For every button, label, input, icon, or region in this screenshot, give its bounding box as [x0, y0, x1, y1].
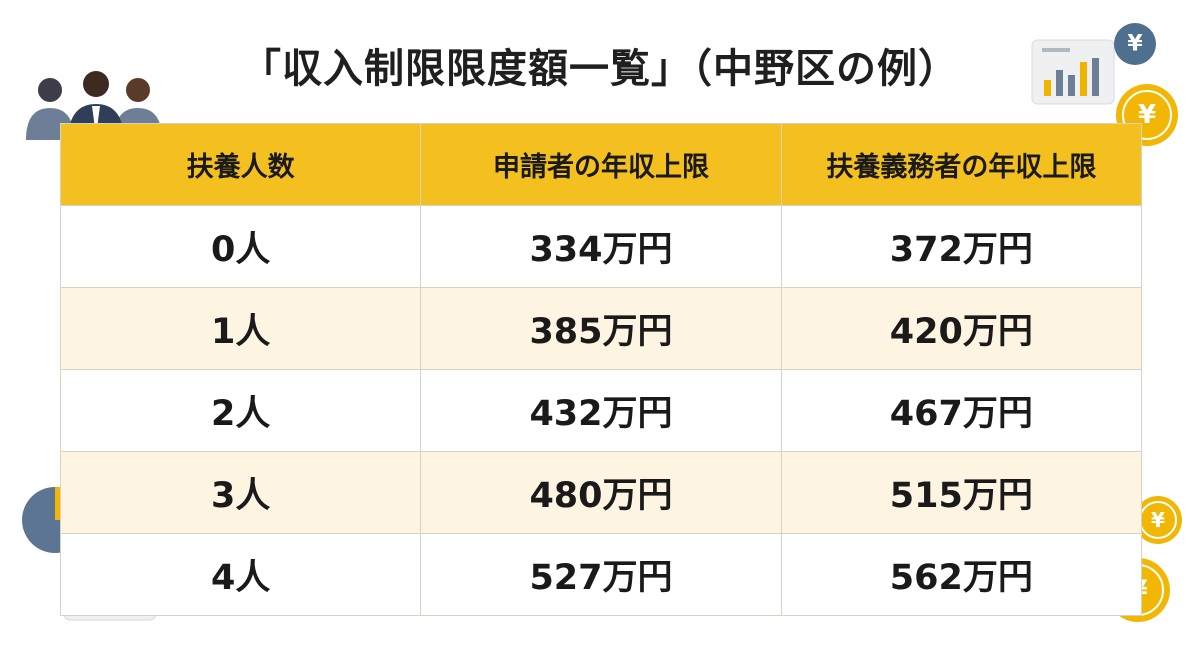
header-cell: 申請者の年収上限	[420, 123, 782, 206]
coin-symbol: ¥	[1138, 100, 1156, 130]
table-cell: 432万円	[420, 369, 782, 452]
title: 「収入制限限度額一覧」（中野区の例）	[241, 46, 959, 92]
table-body: 0人 334万円 372万円 1人 385万円 420万円 2人 432万円 467万円 3人 48…	[59, 205, 1143, 616]
table-cell: 480万円	[420, 451, 782, 534]
table-cell: 562万円	[780, 533, 1143, 616]
coin-symbol: ¥	[1127, 32, 1143, 57]
table-row: 4人 527万円 562万円	[59, 533, 1143, 616]
header-row: 扶養人数 申請者の年収上限 扶養義務者の年収上限	[59, 123, 1143, 206]
coin: ¥	[1134, 496, 1182, 544]
table-cell: 334万円	[420, 205, 782, 288]
table-cell: 372万円	[780, 205, 1143, 288]
table-row: 2人 432万円 467万円	[59, 369, 1143, 452]
table-cell: 3人	[59, 451, 422, 534]
table-row: 3人 480万円 515万円	[59, 451, 1143, 534]
table-cell: 4人	[59, 533, 422, 616]
table-cell: 467万円	[780, 369, 1143, 452]
table-cell: 2人	[59, 369, 422, 452]
table-row: 0人 334万円 372万円	[59, 205, 1143, 288]
table-cell: 0人	[59, 205, 422, 288]
income-limit-table: 扶養人数 申請者の年収上限 扶養義務者の年収上限 0人 334万円 372万円 1人 385…	[59, 123, 1143, 616]
table-cell: 420万円	[780, 287, 1143, 370]
header-cell: 扶養人数	[59, 123, 422, 206]
coin-bubble: ¥	[1114, 23, 1156, 65]
table-cell: 515万円	[780, 451, 1143, 534]
table-row: 1人 385万円 420万円	[59, 287, 1143, 370]
header-cell: 扶養義務者の年収上限	[780, 123, 1143, 206]
table-cell: 385万円	[420, 287, 782, 370]
table-cell: 527万円	[420, 533, 782, 616]
coin-symbol: ¥	[1151, 508, 1165, 532]
chart-icon	[1031, 39, 1115, 105]
table-cell: 1人	[59, 287, 422, 370]
